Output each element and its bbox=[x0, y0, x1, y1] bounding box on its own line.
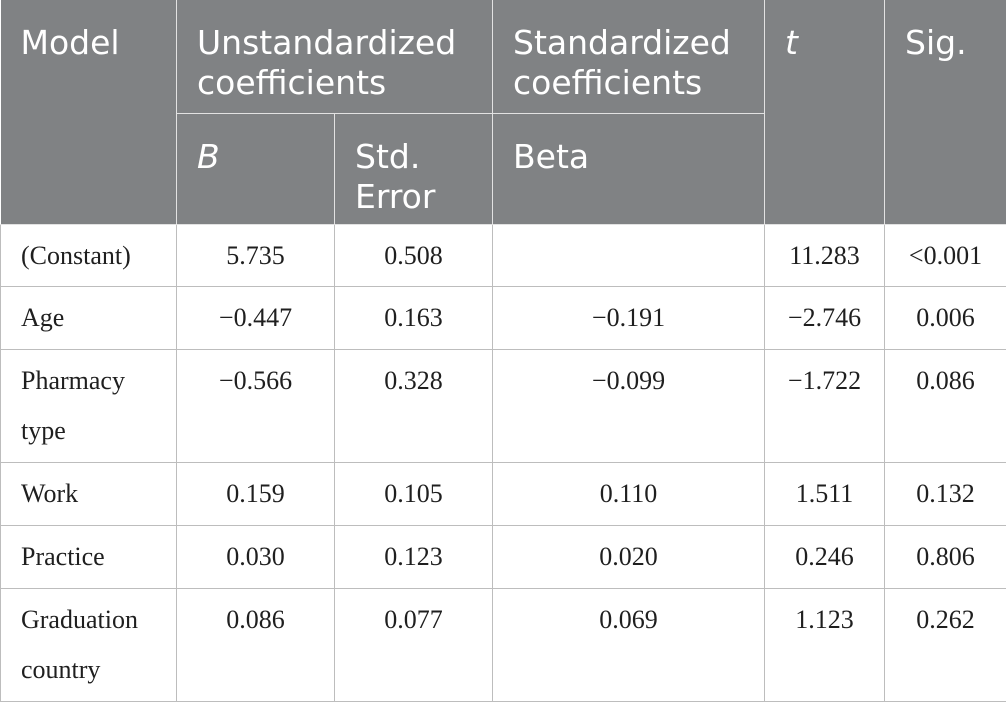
cell-b: 0.086 bbox=[176, 588, 335, 702]
cell-std-error: 0.077 bbox=[334, 588, 493, 702]
cell-sig: 0.806 bbox=[884, 525, 1006, 589]
cell-sig: 0.006 bbox=[884, 286, 1006, 350]
row-label: Practice bbox=[0, 525, 177, 589]
row-label: Graduation country bbox=[0, 588, 177, 702]
row-label: Pharmacy type bbox=[0, 349, 177, 463]
row-label: Age bbox=[0, 286, 177, 350]
table-body: (Constant) 5.735 0.508 11.283 <0.001 Age… bbox=[0, 224, 1006, 702]
table-header: Model Unstandardized coefficients Standa… bbox=[0, 0, 1006, 225]
cell-sig: 0.086 bbox=[884, 349, 1006, 463]
table-row: Work 0.159 0.105 0.110 1.511 0.132 bbox=[0, 462, 1006, 526]
table-row: Pharmacy type −0.566 0.328 −0.099 −1.722… bbox=[0, 349, 1006, 463]
cell-std-error: 0.105 bbox=[334, 462, 493, 526]
cell-t: −2.746 bbox=[764, 286, 885, 350]
header-standardized-coefficients: Standardized coefficients bbox=[492, 0, 765, 114]
cell-beta bbox=[492, 224, 765, 287]
table-row: Practice 0.030 0.123 0.020 0.246 0.806 bbox=[0, 525, 1006, 589]
cell-b: −0.447 bbox=[176, 286, 335, 350]
cell-sig: <0.001 bbox=[884, 224, 1006, 287]
cell-std-error: 0.123 bbox=[334, 525, 493, 589]
header-beta: Beta bbox=[492, 113, 765, 225]
cell-std-error: 0.163 bbox=[334, 286, 493, 350]
cell-beta: −0.099 bbox=[492, 349, 765, 463]
cell-beta: 0.110 bbox=[492, 462, 765, 526]
table-row: Graduation country 0.086 0.077 0.069 1.1… bbox=[0, 588, 1006, 702]
row-label: (Constant) bbox=[0, 224, 177, 287]
table-row: Age −0.447 0.163 −0.191 −2.746 0.006 bbox=[0, 286, 1006, 350]
cell-t: 11.283 bbox=[764, 224, 885, 287]
cell-std-error: 0.508 bbox=[334, 224, 493, 287]
cell-b: −0.566 bbox=[176, 349, 335, 463]
header-b: B bbox=[176, 113, 335, 225]
header-std-error: Std. Error bbox=[334, 113, 493, 225]
cell-beta: −0.191 bbox=[492, 286, 765, 350]
header-t: t bbox=[764, 0, 885, 225]
cell-t: 0.246 bbox=[764, 525, 885, 589]
cell-t: −1.722 bbox=[764, 349, 885, 463]
cell-b: 0.030 bbox=[176, 525, 335, 589]
header-row-sub: B Std. Error Beta bbox=[1, 113, 1006, 225]
header-unstandardized-coefficients: Unstandardized coefficients bbox=[176, 0, 493, 114]
header-model: Model bbox=[0, 0, 177, 225]
table-row: (Constant) 5.735 0.508 11.283 <0.001 bbox=[0, 224, 1006, 287]
cell-sig: 0.262 bbox=[884, 588, 1006, 702]
cell-t: 1.123 bbox=[764, 588, 885, 702]
cell-beta: 0.069 bbox=[492, 588, 765, 702]
header-row-top: Model Unstandardized coefficients Standa… bbox=[0, 0, 1006, 225]
cell-beta: 0.020 bbox=[492, 525, 765, 589]
header-sig: Sig. bbox=[884, 0, 1006, 225]
cell-b: 0.159 bbox=[176, 462, 335, 526]
cell-std-error: 0.328 bbox=[334, 349, 493, 463]
cell-t: 1.511 bbox=[764, 462, 885, 526]
cell-b: 5.735 bbox=[176, 224, 335, 287]
cell-sig: 0.132 bbox=[884, 462, 1006, 526]
row-label: Work bbox=[0, 462, 177, 526]
